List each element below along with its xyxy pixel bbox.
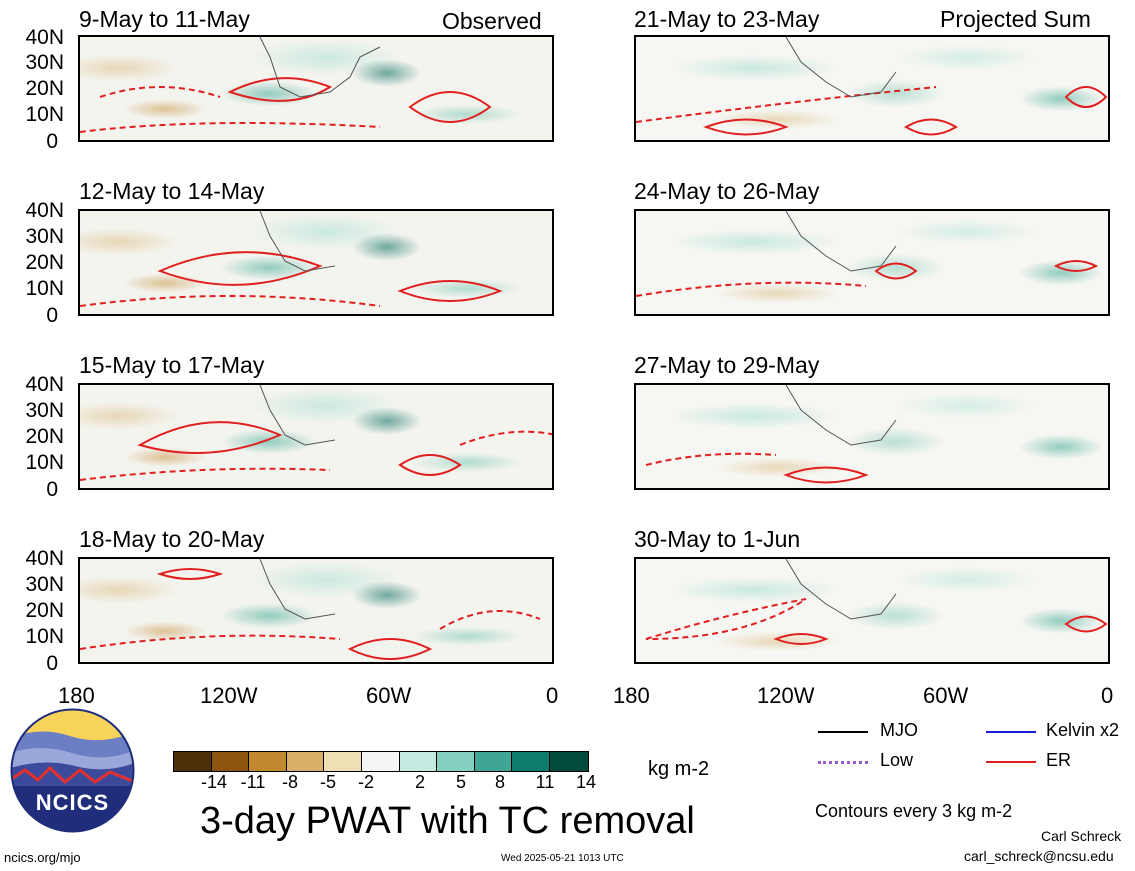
colorbar-tick-label: -5 [319, 772, 337, 792]
colorbar-tick-label: -2 [357, 772, 375, 792]
legend-label-er: ER [1046, 750, 1072, 770]
contour-overlay [636, 37, 1108, 136]
colorbar-tick-label: -8 [281, 772, 299, 792]
lat-label: 40N [25, 547, 64, 570]
panel-4-title: 24-May to 26-May [634, 178, 820, 204]
legend-line-mjo [818, 731, 868, 733]
footer-author: Carl Schreck [1041, 828, 1122, 844]
legend-line-kelvin [986, 731, 1036, 733]
map-panel-5 [78, 383, 554, 490]
lat-label: 40N [25, 373, 64, 396]
contour-overlay [80, 211, 503, 307]
colorbar-swatch [361, 752, 400, 771]
panel-2-label: Projected Sum [940, 6, 1091, 32]
lat-label: 10N [25, 103, 64, 126]
panel-3-title: 12-May to 14-May [79, 178, 265, 204]
contour-overlay [80, 37, 492, 133]
contour-overlay [645, 385, 897, 484]
colorbar-swatch [474, 752, 513, 771]
legend-label-low: Low [880, 750, 914, 770]
legend-line-er [986, 761, 1036, 763]
map-panel-2 [634, 35, 1110, 142]
legend-line-low [818, 761, 868, 764]
colorbar-tick-label: 5 [455, 772, 467, 792]
map-panel-3 [78, 209, 554, 316]
lat-label: 10N [25, 277, 64, 300]
colorbar-swatch [512, 752, 550, 771]
panel-2-title: 21-May to 23-May [634, 6, 820, 32]
lat-label: 0 [46, 304, 58, 327]
colorbar-tick-label: 14 [575, 772, 597, 792]
footer-email: carl_schreck@ncsu.edu [964, 848, 1114, 864]
lat-label: 30N [25, 399, 64, 422]
lat-label: 30N [25, 51, 64, 74]
lat-label: 0 [46, 478, 58, 501]
colorbar-swatch [211, 752, 250, 771]
lat-label: 40N [25, 26, 64, 49]
contour-overlay [645, 559, 1108, 645]
colorbar-swatch [249, 752, 287, 771]
lat-label: 20N [25, 251, 64, 274]
lon-label: 60W [366, 683, 412, 708]
lon-label: 120W [757, 683, 815, 708]
colorbar-swatch [174, 752, 212, 771]
lat-label: 10N [25, 625, 64, 648]
colorbar-tick-label: -14 [200, 772, 228, 792]
ncics-logo: NCICS [10, 708, 135, 833]
ncics-logo-graphic [10, 708, 135, 833]
lat-label: 30N [25, 225, 64, 248]
colorbar-tick-label: 11 [535, 772, 555, 792]
lon-label: 120W [200, 683, 258, 708]
lon-label: 180 [58, 683, 95, 708]
colorbar-swatch [399, 752, 438, 771]
lon-label: 180 [613, 683, 650, 708]
lat-label: 0 [46, 652, 58, 675]
footer-url: ncics.org/mjo [4, 850, 81, 865]
colorbar-swatch [437, 752, 475, 771]
logo-text: NCICS [35, 790, 110, 815]
colorbar-tick-label: 8 [494, 772, 506, 792]
chart-title: 3-day PWAT with TC removal [200, 800, 695, 842]
panel-6-title: 27-May to 29-May [634, 352, 820, 378]
legend-label-mjo: MJO [880, 720, 918, 740]
colorbar-units: kg m-2 [648, 758, 710, 780]
contour-overlay [636, 211, 1099, 297]
lat-label: 20N [25, 599, 64, 622]
panel-8-title: 30-May to 1-Jun [634, 526, 801, 552]
colorbar-swatch [324, 752, 362, 771]
lat-label: 20N [25, 77, 64, 100]
lon-label: 0 [1101, 683, 1114, 708]
lat-label: 20N [25, 425, 64, 448]
colorbar-tick-label: 2 [414, 772, 426, 792]
contour-overlay [80, 559, 541, 660]
lon-label: 0 [546, 683, 559, 708]
colorbar-tick-label: -11 [240, 772, 266, 792]
panel-1-title: 9-May to 11-May [79, 6, 250, 32]
lat-label: 40N [25, 199, 64, 222]
lon-label: 60W [923, 683, 969, 708]
panel-1-label: Observed [442, 8, 542, 34]
map-panel-8 [634, 557, 1110, 664]
colorbar-swatch [549, 752, 588, 771]
lat-label: 10N [25, 451, 64, 474]
footer-timestamp: Wed 2025-05-21 1013 UTC [501, 853, 624, 864]
colorbar [173, 751, 589, 772]
map-panel-1 [78, 35, 554, 142]
panel-7-title: 18-May to 20-May [79, 526, 265, 552]
contour-note: Contours every 3 kg m-2 [815, 801, 1013, 821]
legend-label-kelvin: Kelvin x2 [1046, 720, 1120, 740]
lat-label: 30N [25, 573, 64, 596]
panel-5-title: 15-May to 17-May [79, 352, 265, 378]
map-panel-6 [634, 383, 1110, 490]
lat-label: 0 [46, 130, 58, 153]
map-panel-4 [634, 209, 1110, 316]
map-panel-7 [78, 557, 554, 664]
colorbar-swatch [286, 752, 325, 771]
contour-overlay [80, 385, 552, 481]
